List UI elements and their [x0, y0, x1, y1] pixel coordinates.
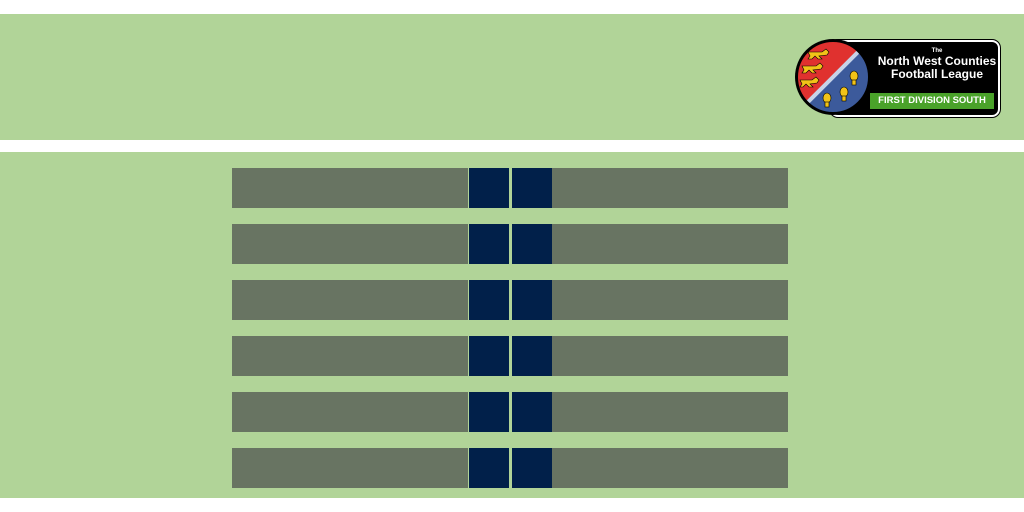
fixture-row: [232, 280, 788, 320]
away-score: [512, 448, 552, 488]
away-team: [552, 392, 788, 432]
fixture-list: [232, 168, 788, 504]
away-team: [552, 336, 788, 376]
home-score: [469, 336, 509, 376]
logo-the: The: [931, 48, 943, 54]
logo-title: The North West Counties Football League: [876, 42, 998, 81]
results-panel: [0, 152, 1024, 498]
home-team: [232, 448, 468, 488]
home-score: [469, 448, 509, 488]
logo-division-label: FIRST DIVISION SOUTH: [870, 93, 994, 109]
logo-name-line2: Football League: [890, 67, 983, 81]
home-team: [232, 280, 468, 320]
home-score: [469, 280, 509, 320]
home-team: [232, 336, 468, 376]
away-team: [552, 280, 788, 320]
fixture-row: [232, 336, 788, 376]
away-score: [512, 168, 552, 208]
home-score: [469, 224, 509, 264]
away-team: [552, 448, 788, 488]
home-team: [232, 224, 468, 264]
away-team: [552, 168, 788, 208]
logo-name-line1: North West Counties: [877, 54, 997, 68]
away-score: [512, 336, 552, 376]
fixture-row: [232, 392, 788, 432]
home-score: [469, 392, 509, 432]
away-score: [512, 224, 552, 264]
home-score: [469, 168, 509, 208]
away-team: [552, 224, 788, 264]
fixture-row: [232, 224, 788, 264]
lions-and-wheatsheaves-crest-icon: [795, 39, 871, 115]
away-score: [512, 280, 552, 320]
league-logo: The North West Counties Football League …: [794, 38, 1000, 118]
away-score: [512, 392, 552, 432]
home-team: [232, 168, 468, 208]
home-team: [232, 392, 468, 432]
fixture-row: [232, 448, 788, 488]
fixture-row: [232, 168, 788, 208]
